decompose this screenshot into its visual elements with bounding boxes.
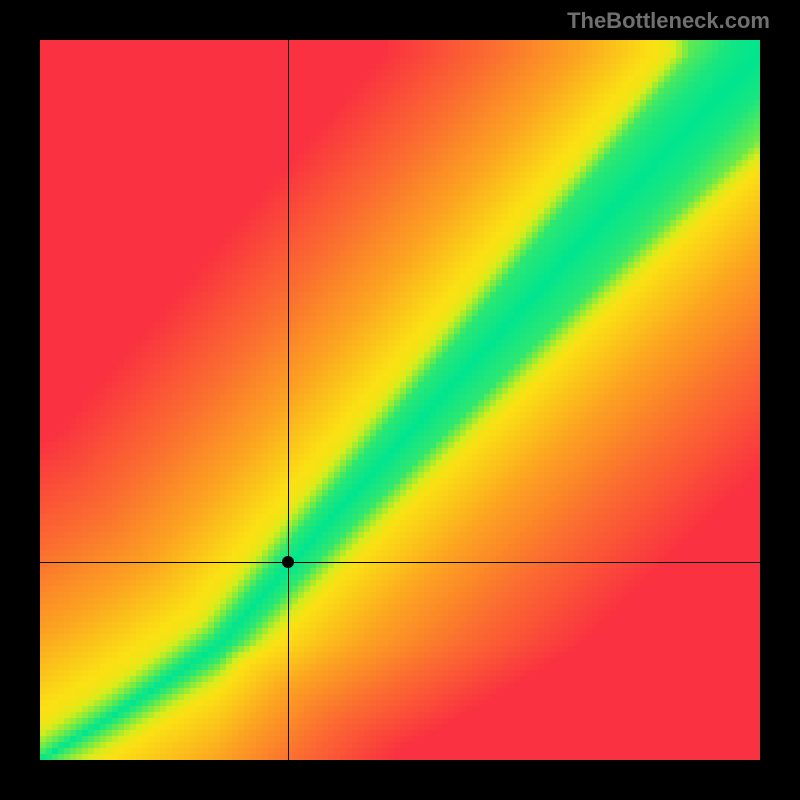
- bottleneck-heatmap: [40, 40, 760, 760]
- crosshair-horizontal: [40, 562, 760, 563]
- crosshair-marker: [282, 556, 294, 568]
- crosshair-vertical: [288, 40, 289, 760]
- watermark-text: TheBottleneck.com: [567, 8, 770, 34]
- heatmap-canvas: [40, 40, 760, 760]
